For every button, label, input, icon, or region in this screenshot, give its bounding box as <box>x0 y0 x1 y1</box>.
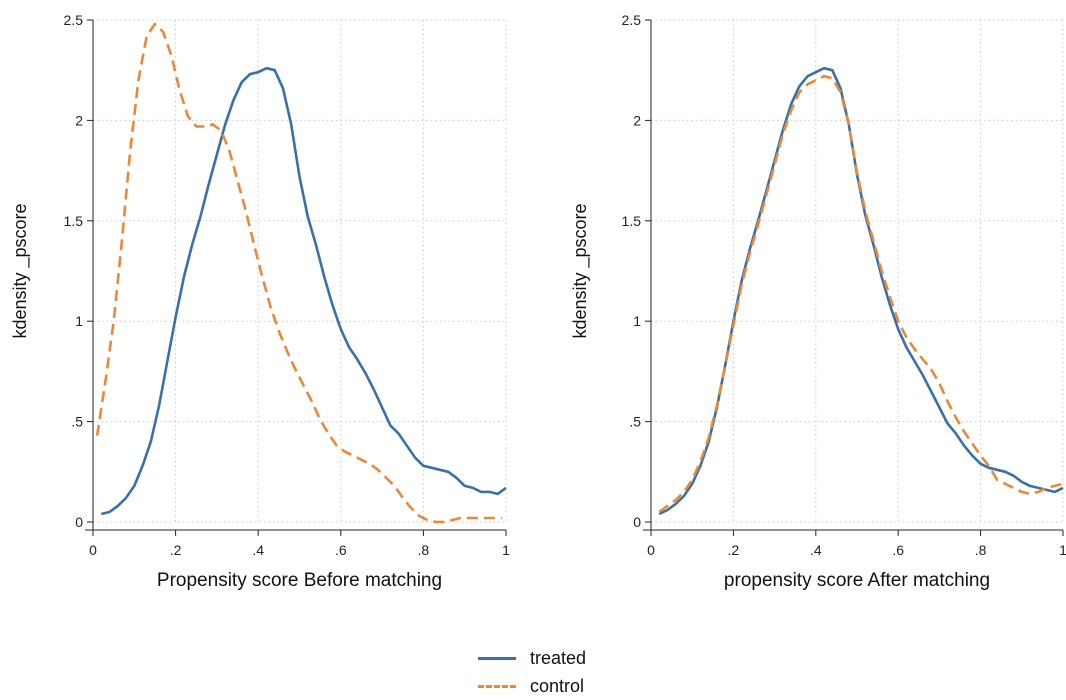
y-tick-label: 1.5 <box>64 213 84 229</box>
legend-label-treated: treated <box>530 647 587 668</box>
y-tick-label: 2 <box>75 112 83 128</box>
x-tick-label: .4 <box>252 542 264 558</box>
y-tick-label: 0 <box>75 514 83 530</box>
x-tick-label: .8 <box>418 542 430 558</box>
series-line-treated <box>658 66 1064 516</box>
legend-label-control: control <box>530 675 585 696</box>
series-line-control <box>658 74 1064 514</box>
series-line-treated <box>100 66 507 516</box>
x-tick-label: 1 <box>502 542 510 558</box>
y-tick-label: 2 <box>633 112 641 128</box>
y-tick-label: .5 <box>71 414 83 430</box>
x-tick-label: .2 <box>170 542 182 558</box>
x-tick-label: .2 <box>728 542 740 558</box>
x-tick-label: 1 <box>1059 542 1066 558</box>
y-tick-label: 2.5 <box>64 12 84 28</box>
y-tick-label: 0 <box>633 514 641 530</box>
x-tick-label: .6 <box>335 542 347 558</box>
legend-swatch-treated <box>478 656 516 660</box>
x-tick-label: 0 <box>89 542 97 558</box>
x-axis-title: propensity score After matching <box>724 570 990 591</box>
series-line-control <box>95 22 502 524</box>
plot-1: 0 .2 .4 .6 .8 1 0 .5 1 1.5 2 2.5 Propensity score Be… <box>10 12 510 591</box>
y-tick-label: 1 <box>633 313 641 329</box>
x-axis-title: Propensity score Before matching <box>157 570 442 591</box>
y-tick-label: 1.5 <box>622 213 642 229</box>
legend-item-treated: treated <box>478 644 658 672</box>
x-tick-label: 0 <box>647 542 655 558</box>
y-tick-label: 2.5 <box>622 12 642 28</box>
y-tick-label: 1 <box>75 313 83 329</box>
y-axis-title: kdensity _pscore <box>570 203 591 338</box>
x-tick-label: .8 <box>975 542 987 558</box>
y-axis-title: kdensity _pscore <box>10 203 31 338</box>
y-tick-label: .5 <box>629 414 641 430</box>
plot-2: 0 .2 .4 .6 .8 1 0 .5 1 1.5 2 2.5 propensity score Af… <box>570 12 1066 591</box>
x-tick-label: .6 <box>892 542 904 558</box>
legend: treated control <box>478 644 658 700</box>
legend-item-control: control <box>478 672 658 700</box>
x-tick-label: .4 <box>810 542 822 558</box>
legend-swatch-control <box>478 684 516 688</box>
